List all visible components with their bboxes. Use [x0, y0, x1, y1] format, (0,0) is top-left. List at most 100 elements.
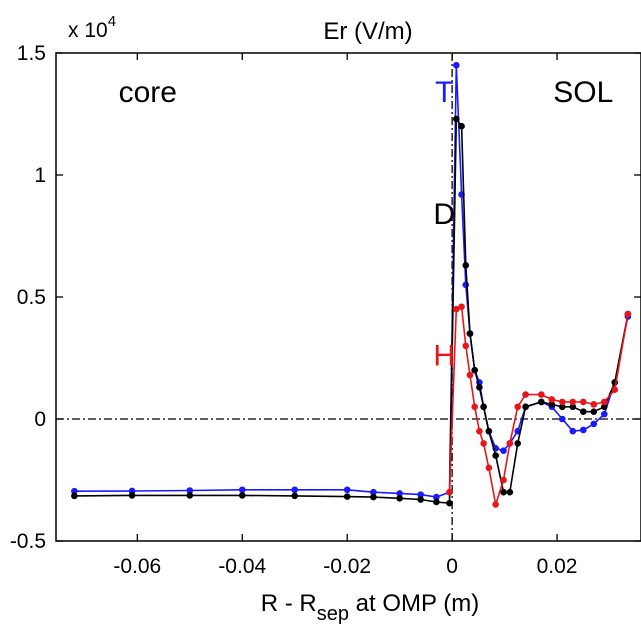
data-point-h [538, 391, 545, 398]
data-point-d [446, 499, 453, 507]
x-tick-label: -0.06 [113, 555, 161, 578]
data-point-d [485, 427, 493, 435]
data-point-d [538, 398, 545, 406]
data-point-d [590, 408, 598, 415]
annotation-core: core [119, 76, 177, 109]
data-point-d [506, 488, 514, 496]
data-point-d [548, 401, 556, 408]
data-point-h [480, 440, 487, 447]
y-tick-label: 0 [34, 408, 46, 431]
data-point-d [186, 492, 194, 499]
x-axis-label-rest: at OMP (m) [349, 590, 479, 617]
annotation-sol: SOL [553, 76, 613, 109]
data-point-h [458, 303, 465, 311]
y-multiplier: x 104 [68, 13, 116, 42]
data-point-d [476, 383, 483, 391]
data-point-d [238, 492, 246, 499]
data-point-h [600, 398, 608, 406]
data-point-h [569, 398, 577, 406]
y-multiplier-base: x 10 [68, 19, 108, 42]
annotation-d: D [433, 198, 455, 231]
data-point-d [466, 330, 474, 337]
plot-frame [55, 52, 641, 542]
data-point-h [624, 310, 632, 318]
data-point-d [462, 261, 470, 269]
data-point-d [559, 403, 566, 411]
data-point-t [579, 426, 587, 434]
data-point-h [548, 396, 556, 403]
data-point-h [476, 427, 483, 435]
data-point-d [343, 493, 351, 500]
data-point-h [590, 401, 598, 408]
data-point-h [514, 403, 522, 411]
data-point-d [471, 366, 478, 374]
data-point-t [590, 420, 598, 428]
data-point-h [471, 403, 478, 411]
data-point-d [396, 495, 403, 502]
data-point-d [500, 488, 507, 496]
data-point-d [417, 496, 424, 503]
data-point-d [370, 493, 377, 501]
data-point-h [506, 440, 514, 447]
data-point-t [500, 447, 507, 455]
data-point-t [238, 486, 246, 494]
series-line-t [74, 64, 629, 498]
data-point-h [462, 342, 470, 350]
data-point-t [569, 427, 577, 435]
x-axis-label: R - Rsep at OMP (m) [261, 590, 479, 625]
x-tick-label: -0.02 [323, 555, 371, 578]
data-point-t [462, 281, 470, 289]
series-d [71, 115, 632, 507]
data-point-t [417, 491, 424, 498]
x-axis-label-sub: sep [317, 603, 349, 625]
chart-title: Er (V/m) [323, 18, 412, 45]
data-point-t [396, 490, 403, 497]
series-t [71, 61, 632, 501]
y-tick-label: 1.5 [17, 42, 46, 65]
data-point-d [569, 403, 577, 411]
data-point-t [559, 415, 566, 423]
data-point-h [453, 305, 460, 313]
data-point-h [522, 391, 529, 398]
data-point-d [579, 408, 587, 415]
series-line-d [74, 118, 629, 505]
annotation-layer: core SOL T D H [119, 76, 614, 373]
data-point-t [370, 488, 377, 496]
data-point-h [500, 476, 507, 484]
x-tick-label: -0.04 [218, 555, 266, 578]
data-point-d [514, 440, 522, 447]
data-point-d [453, 115, 460, 123]
data-point-h [611, 386, 619, 394]
data-point-d [600, 403, 608, 411]
x-axis-label-main: R - R [261, 590, 317, 617]
y-tick-label: -0.5 [10, 530, 46, 553]
data-point-h [559, 398, 566, 406]
y-multiplier-exp: 4 [108, 13, 116, 30]
series-layer [71, 61, 632, 508]
data-point-d [522, 403, 529, 411]
data-point-d [480, 403, 487, 411]
data-point-d [128, 492, 136, 499]
annotation-h: H [433, 339, 455, 372]
data-point-h [492, 501, 499, 508]
series-h [446, 303, 632, 508]
data-point-t [600, 410, 608, 418]
data-point-t [343, 486, 351, 494]
data-point-h [446, 488, 453, 496]
data-point-d [71, 492, 78, 500]
data-point-t [453, 61, 460, 69]
data-point-h [579, 398, 587, 406]
data-point-t [433, 493, 440, 501]
y-tick-label: 1 [34, 164, 46, 187]
data-point-d [291, 492, 299, 500]
data-point-d [433, 498, 440, 506]
data-point-h [485, 464, 493, 472]
annotation-t: T [435, 76, 453, 109]
data-point-h [466, 371, 474, 379]
data-point-t [186, 487, 194, 494]
data-point-d [492, 452, 499, 459]
x-tick-label: 0.02 [537, 555, 578, 578]
data-point-t [71, 487, 78, 495]
data-point-t [291, 486, 299, 494]
